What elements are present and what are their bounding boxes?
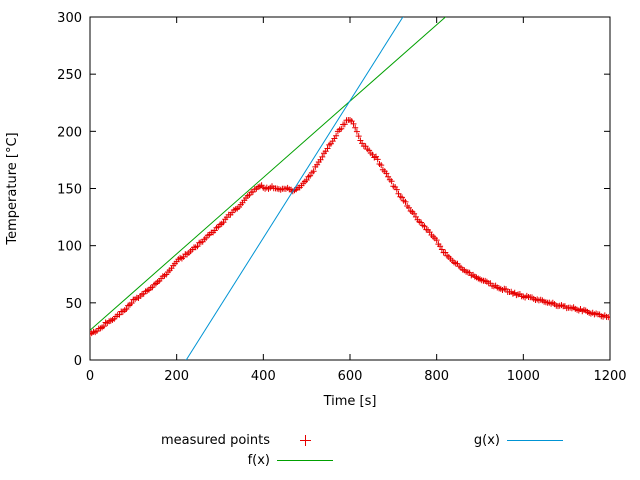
legend-entry-f: f(x) <box>100 453 340 468</box>
legend-label-g: g(x) <box>473 433 500 448</box>
y-tick-label: 50 <box>65 297 82 312</box>
series-line-1 <box>185 17 404 360</box>
legend-label-f: f(x) <box>247 453 270 468</box>
green-line-sample-icon <box>277 460 333 461</box>
tick-labels: 0 200 400 600 800 1000 1200 0 50 100 150 200 250 300 <box>57 11 626 384</box>
y-axis-title: Temperature [°C] <box>5 132 20 245</box>
y-tick-label: 150 <box>57 183 82 198</box>
blue-line-sample-icon <box>507 440 563 441</box>
x-tick-label: 600 <box>338 369 363 384</box>
series-measured-points <box>90 117 610 338</box>
legend-entry-g: g(x) <box>408 433 570 448</box>
x-tick-label: 1000 <box>507 369 540 384</box>
y-tick-label: 300 <box>57 11 82 26</box>
x-tick-label: 1200 <box>593 369 626 384</box>
plot-border <box>89 16 611 361</box>
legend-sample-g <box>500 440 570 441</box>
legend-label-measured-points: measured points <box>160 433 270 448</box>
x-tick-label: 200 <box>164 369 189 384</box>
legend-sample-f <box>270 460 340 461</box>
y-tick-label: 100 <box>57 240 82 255</box>
x-tick-label: 0 <box>86 369 94 384</box>
x-tick-label: 400 <box>251 369 276 384</box>
x-tick-label: 800 <box>424 369 449 384</box>
x-axis-title: Time [s] <box>323 394 377 409</box>
legend-sample-measured-points <box>270 435 340 446</box>
y-tick-label: 250 <box>57 68 82 83</box>
y-tick-label: 200 <box>57 125 82 140</box>
axis-ticks <box>89 16 611 361</box>
series-line-0 <box>90 17 447 331</box>
legend-entry-measured-points: measured points <box>100 433 340 448</box>
y-tick-label: 0 <box>74 354 82 369</box>
plus-marker-icon <box>299 435 311 446</box>
